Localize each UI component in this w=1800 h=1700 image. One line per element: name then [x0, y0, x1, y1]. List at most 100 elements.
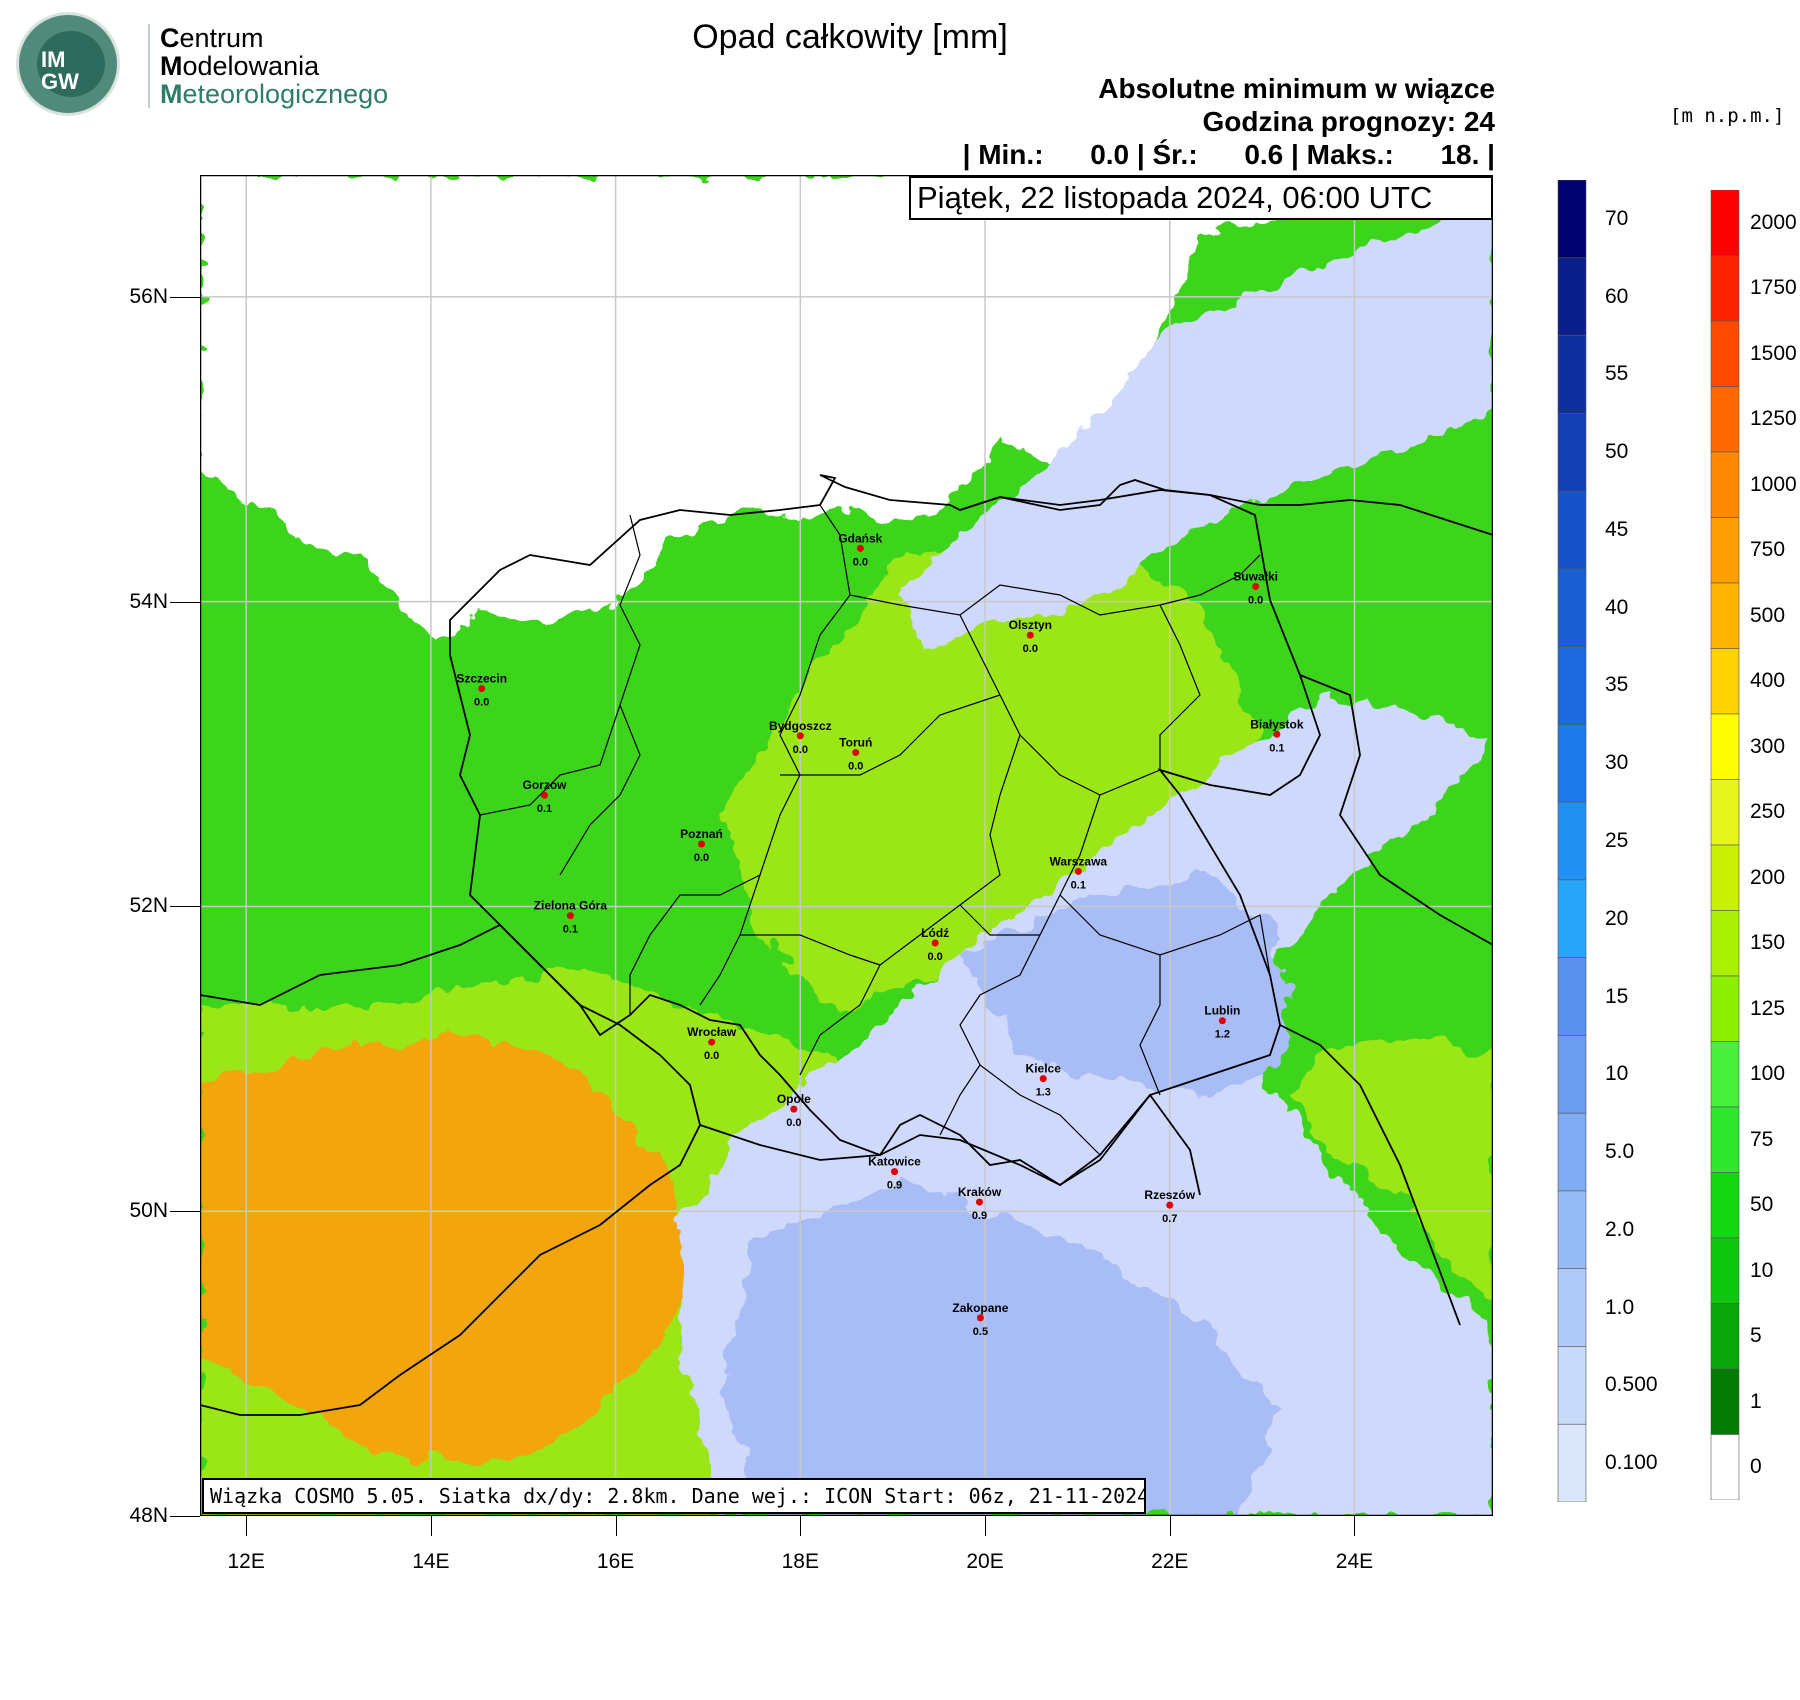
colorbar-label: 35 [1605, 673, 1629, 697]
latitude-label: 54N [129, 589, 168, 613]
colorbar-swatch [1557, 1346, 1587, 1425]
city-marker: Łódź 0.0 [921, 926, 949, 963]
map-subtitle-forecast-hour: Godzina prognozy: 24 [1202, 106, 1495, 137]
colorbar-label: 25 [1605, 829, 1629, 852]
colorbar-swatch [1557, 1268, 1587, 1347]
colorbar-label: 250 [1750, 800, 1786, 824]
city-marker: Toruń 0.0 [839, 736, 872, 773]
map-stats: | Min.: 0.0 | Śr.: 0.6 | Maks.: 18. | [962, 139, 1495, 170]
city-marker: Kraków 0.9 [958, 1185, 1002, 1222]
upland-area-east [720, 535, 1260, 1015]
colorbar-swatch [1710, 713, 1740, 780]
city-name: Zakopane [952, 1301, 1008, 1315]
city-dot [931, 939, 939, 947]
longitude-label: 14E [412, 1550, 450, 1573]
latitude-tick [170, 601, 200, 603]
longitude-tick [1169, 1516, 1171, 1536]
province-borders [479, 504, 1271, 1156]
city-dot [796, 732, 804, 740]
colorbar-label: 0.500 [1605, 1373, 1658, 1397]
poland-border [449, 474, 1321, 1187]
colorbar-swatch [1710, 1237, 1740, 1304]
city-name: Opole [777, 1092, 811, 1106]
colorbar-label: 30 [1605, 751, 1629, 775]
city-name: Gorzów [522, 778, 567, 792]
kaliningrad-border [959, 489, 1211, 511]
colorbar-swatch [1557, 257, 1587, 336]
imgw-logo: IM GW Centrum Modelowania Meteorologiczne… [10, 10, 388, 116]
city-marker: Zakopane 0.5 [952, 1301, 1008, 1338]
colorbar-swatch [1710, 386, 1740, 453]
colorbar-swatch [1710, 975, 1740, 1042]
city-name: Szczecin [456, 672, 507, 686]
colorbar-swatch [1557, 801, 1587, 881]
colorbar-swatch [1557, 1190, 1587, 1270]
city-dot [697, 840, 705, 848]
colorbar-label: 10 [1750, 1258, 1774, 1282]
colorbar-label: 2000 [1750, 210, 1797, 234]
city-dot [1026, 631, 1034, 639]
city-precip-value: 0.1 [563, 924, 578, 936]
colorbar-swatch [1557, 879, 1587, 958]
city-marker: Zielona Góra 0.1 [534, 899, 608, 936]
longitude-tick [985, 1516, 987, 1536]
precipitation-map: Gdańsk 0.0 Suwałki 0.0 Olsztyn 0.0 Szczecin 0.0… [200, 175, 1493, 1516]
city-name: Suwałki [1233, 569, 1278, 583]
city-marker: Warszawa 0.1 [1050, 854, 1108, 891]
colorbar-swatch [1557, 1112, 1587, 1192]
colorbar-swatch [1710, 517, 1740, 584]
city-name: Bydgoszcz [769, 719, 832, 733]
city-name: Olsztyn [1009, 618, 1052, 632]
city-precip-value: 0.0 [848, 761, 863, 773]
city-dot [1252, 582, 1260, 590]
colorbar-swatch [1710, 190, 1740, 256]
city-precip-value: 0.9 [972, 1210, 987, 1222]
latitude-tick [170, 906, 200, 908]
latitude-label: 50N [129, 1199, 168, 1223]
colorbar-label: 15 [1605, 984, 1629, 1008]
ukraine-border [1279, 1024, 1461, 1326]
longitude-label: 24E [1335, 1550, 1374, 1573]
colorbar-label: 10 [1605, 1062, 1629, 1086]
colorbar-label: 1750 [1750, 276, 1797, 300]
city-precip-value: 1.2 [1215, 1029, 1230, 1041]
colorbar-swatch [1710, 1106, 1740, 1173]
colorbar-label: 50 [1750, 1193, 1774, 1217]
colorbar-label: 750 [1750, 538, 1786, 562]
lithuania-border [1209, 494, 1493, 536]
logo-line-1: Centrum [160, 23, 264, 53]
latitude-label: 56N [129, 284, 168, 308]
longitude-tick [800, 1516, 802, 1536]
city-dot [975, 1198, 983, 1206]
city-precip-value: 0.0 [786, 1117, 801, 1129]
colorbar-label: 400 [1750, 669, 1786, 693]
city-marker: Olsztyn 0.0 [1009, 618, 1052, 655]
city-precip-value: 0.0 [474, 697, 489, 709]
colorbar-label: 55 [1605, 362, 1629, 386]
colorbar-swatch [1710, 255, 1740, 322]
city-marker: Opole 0.0 [777, 1092, 811, 1129]
colorbar-label: 70 [1605, 206, 1629, 230]
colorbar-swatch [1710, 320, 1740, 387]
city-dot [856, 544, 864, 552]
city-dot [566, 912, 574, 920]
country-borders [200, 474, 1493, 1416]
colorbar-swatch [1557, 412, 1587, 492]
colorbar-label: 75 [1750, 1127, 1774, 1151]
city-name: Wrocław [687, 1025, 737, 1039]
city-marker: Bydgoszcz 0.0 [769, 719, 832, 756]
colorbar-label: 300 [1750, 734, 1786, 758]
colorbar-label: 60 [1605, 284, 1629, 308]
city-marker: Katowice 0.9 [868, 1155, 921, 1192]
colorbar-label: 500 [1750, 603, 1786, 627]
city-dot [478, 685, 486, 693]
longitude-tick [1354, 1516, 1356, 1536]
city-marker: Rzeszów 0.7 [1144, 1188, 1195, 1225]
city-name: Lublin [1204, 1004, 1240, 1018]
city-precip-value: 1.3 [1036, 1087, 1051, 1099]
city-marker: Suwałki 0.0 [1233, 569, 1278, 606]
city-precip-value: 0.0 [694, 852, 709, 864]
city-dot [1273, 730, 1281, 738]
colorbar-swatch [1557, 724, 1587, 803]
colorbar-label: 0 [1750, 1455, 1762, 1479]
